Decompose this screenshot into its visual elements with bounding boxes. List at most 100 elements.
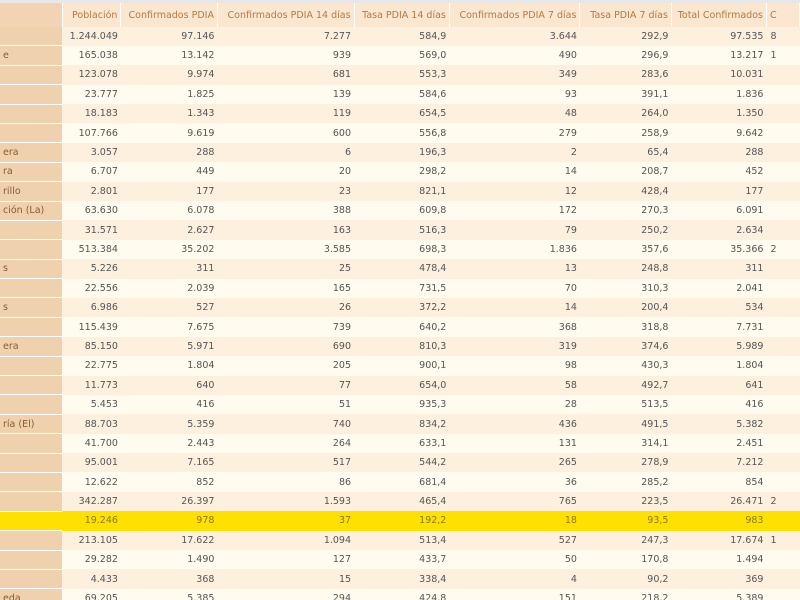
table-cell: 1.836 <box>671 84 767 105</box>
table-cell: 36 <box>449 472 580 492</box>
table-cell: 491,5 <box>579 414 672 434</box>
table-cell: 978 <box>120 511 218 531</box>
table-cell: 584,6 <box>354 84 450 105</box>
table-row[interactable]: 213.105 17.622 1.094 513,4 527 247,3 17.674 1 <box>0 530 800 551</box>
table-cell: 1.825 <box>120 84 218 105</box>
table-row[interactable]: 115.439 7.675 739 640,2 368 318,8 7.731 <box>0 317 800 338</box>
table-row[interactable]: s 6.986 527 26 372,2 14 200,4 534 <box>0 297 800 318</box>
municipality-name-cell <box>0 84 63 105</box>
table-row[interactable]: 41.700 2.443 264 633,1 131 314,1 2.451 <box>0 433 800 454</box>
table-cell: 739 <box>217 317 355 337</box>
table-row[interactable]: e 165.038 13.142 939 569,0 490 296,9 13.217 1 <box>0 45 800 66</box>
table-row[interactable]: 4.433 368 15 338,4 4 90,2 369 <box>0 569 800 590</box>
table-row[interactable]: era 85.150 5.971 690 810,3 319 374,6 5.989 <box>0 336 800 357</box>
table-cell: 357,6 <box>579 239 672 260</box>
column-header[interactable]: Confirmados PDIA 14 días <box>217 3 355 27</box>
table-cell: 372,2 <box>354 297 450 318</box>
table-cell: 17.674 <box>671 530 767 551</box>
municipality-name-cell <box>0 491 63 512</box>
table-cell: 218,2 <box>579 588 672 600</box>
table-row[interactable]: 18.183 1.343 119 654,5 48 264,0 1.350 <box>0 104 800 124</box>
table-row[interactable]: 29.282 1.490 127 433,7 50 170,8 1.494 <box>0 550 800 570</box>
table-cell: 641 <box>671 375 767 395</box>
table-row[interactable]: 1.244.049 97.146 7.277 584,9 3.644 292,9 97.53… <box>0 27 800 47</box>
table-cell: 368 <box>120 569 218 589</box>
table-cell: 854 <box>671 472 767 492</box>
column-header[interactable]: Confirmados PDIA <box>120 3 218 27</box>
table-cell: 430,3 <box>579 356 672 376</box>
table-cell: 1.804 <box>120 356 218 376</box>
table-cell: 319 <box>449 336 580 357</box>
table-cell: 14 <box>449 162 580 182</box>
table-row[interactable]: 123.078 9.974 681 553,3 349 283,6 10.031 <box>0 65 800 86</box>
table-row[interactable]: 23.777 1.825 139 584,6 93 391,1 1.836 <box>0 84 800 105</box>
table-row[interactable]: 22.775 1.804 205 900,1 98 430,3 1.804 <box>0 356 800 377</box>
table-cell <box>766 375 800 395</box>
table-row[interactable]: 11.773 640 77 654,0 58 492,7 641 <box>0 375 800 396</box>
column-header[interactable]: Población <box>62 3 122 27</box>
table-cell <box>766 142 800 163</box>
table-cell: 513.384 <box>62 239 121 260</box>
table-row[interactable]: era 3.057 288 6 196,3 2 65,4 288 <box>0 142 800 163</box>
table-row[interactable]: 12.622 852 86 681,4 36 285,2 854 <box>0 472 800 493</box>
table-cell: 939 <box>217 45 355 66</box>
table-cell: 428,4 <box>579 181 672 202</box>
table-cell <box>766 550 800 570</box>
municipality-name-cell <box>0 550 63 570</box>
table-cell: 609,8 <box>354 201 450 221</box>
table-row[interactable]: 22.556 2.039 165 731,5 70 310,3 2.041 <box>0 278 800 299</box>
column-header[interactable]: C <box>766 3 800 27</box>
table-row[interactable]: ra 6.707 449 20 298,2 14 208,7 452 <box>0 162 800 183</box>
table-cell <box>766 569 800 589</box>
table-cell: 88.703 <box>62 414 121 434</box>
table-cell: 90,2 <box>579 569 672 589</box>
table-cell: 22.556 <box>62 278 121 298</box>
table-row[interactable]: s 5.226 311 25 478,4 13 248,8 311 <box>0 259 800 280</box>
table-cell: 288 <box>120 142 218 163</box>
table-cell: 7.165 <box>120 453 218 473</box>
table-cell <box>766 65 800 85</box>
header-name-column[interactable] <box>0 3 63 27</box>
table-row[interactable]: 342.287 26.397 1.593 465,4 765 223,5 26.471 2 <box>0 491 800 512</box>
table-cell: 1 <box>766 530 800 551</box>
table-cell: 177 <box>671 181 767 202</box>
table-cell: 681 <box>217 65 355 85</box>
table-cell: 4 <box>449 569 580 589</box>
table-row[interactable]: 5.453 416 51 935,3 28 513,5 416 <box>0 394 800 415</box>
table-cell <box>766 259 800 279</box>
table-row[interactable]: ría (El) 88.703 5.359 740 834,2 436 491,5 5.382 <box>0 414 800 435</box>
table-row[interactable]: 513.384 35.202 3.585 698,3 1.836 357,6 35.366 2 <box>0 239 800 260</box>
column-header[interactable]: Tasa PDIA 7 días <box>579 3 672 27</box>
municipality-name-cell <box>0 104 63 124</box>
table-cell: 283,6 <box>579 65 672 85</box>
table-cell <box>766 414 800 434</box>
table-cell: 983 <box>671 511 767 531</box>
table-cell: 492,7 <box>579 375 672 395</box>
table-cell: 69.205 <box>62 588 121 600</box>
table-cell: 3.585 <box>217 239 355 260</box>
table-row[interactable]: ción (La) 63.630 6.078 388 609,8 172 270,3 6.09… <box>0 201 800 221</box>
column-header[interactable]: Confirmados PDIA 7 días <box>449 3 581 27</box>
table-row[interactable]: rillo 2.801 177 23 821,1 12 428,4 177 <box>0 181 800 202</box>
table-cell <box>766 317 800 337</box>
column-header[interactable]: Total Confirmados <box>671 3 767 27</box>
table-cell: 23 <box>217 181 355 202</box>
table-cell: 368 <box>449 317 580 337</box>
table-row[interactable]: 95.001 7.165 517 544,2 265 278,9 7.212 <box>0 453 800 473</box>
table-cell: 26.471 <box>671 491 767 512</box>
table-cell: 86 <box>217 472 355 492</box>
table-row[interactable]: eda 69.205 5.385 294 424,8 151 218,2 5.389 <box>0 588 800 600</box>
table-cell <box>766 588 800 600</box>
table-cell: 2 <box>766 239 800 260</box>
table-row[interactable]: 31.571 2.627 163 516,3 79 250,2 2.634 <box>0 220 800 241</box>
municipality-name-cell: ría (El) <box>0 414 63 435</box>
column-header[interactable]: Tasa PDIA 14 días <box>354 3 450 27</box>
table-cell: 279 <box>449 123 580 143</box>
table-row[interactable]: 107.766 9.619 600 556,8 279 258,9 9.642 <box>0 123 800 144</box>
table-row-highlighted[interactable]: 19.246 978 37 192,2 18 93,5 983 <box>0 511 800 532</box>
table-cell: 292,9 <box>579 27 672 46</box>
table-cell: 26.397 <box>120 491 218 512</box>
table-cell: 311 <box>120 259 218 279</box>
table-cell: 834,2 <box>354 414 450 434</box>
